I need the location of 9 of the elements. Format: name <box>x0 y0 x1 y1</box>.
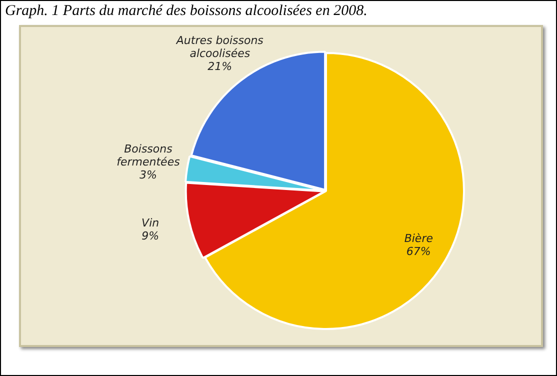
data-label: 21% <box>208 60 232 74</box>
slice-label: Vin <box>142 216 160 230</box>
slice-label: Boissons fermentées <box>116 142 180 169</box>
data-label: 9% <box>142 230 160 243</box>
data-label: 3% <box>139 168 157 182</box>
slice-label: Autres boissons alcoolisées <box>175 34 264 60</box>
data-label: 67% <box>406 245 431 258</box>
chart-title: Graph. 1 Parts du marché des boissons alcoolisées en 2008. <box>5 3 368 20</box>
slice-label: Bière <box>404 232 434 246</box>
